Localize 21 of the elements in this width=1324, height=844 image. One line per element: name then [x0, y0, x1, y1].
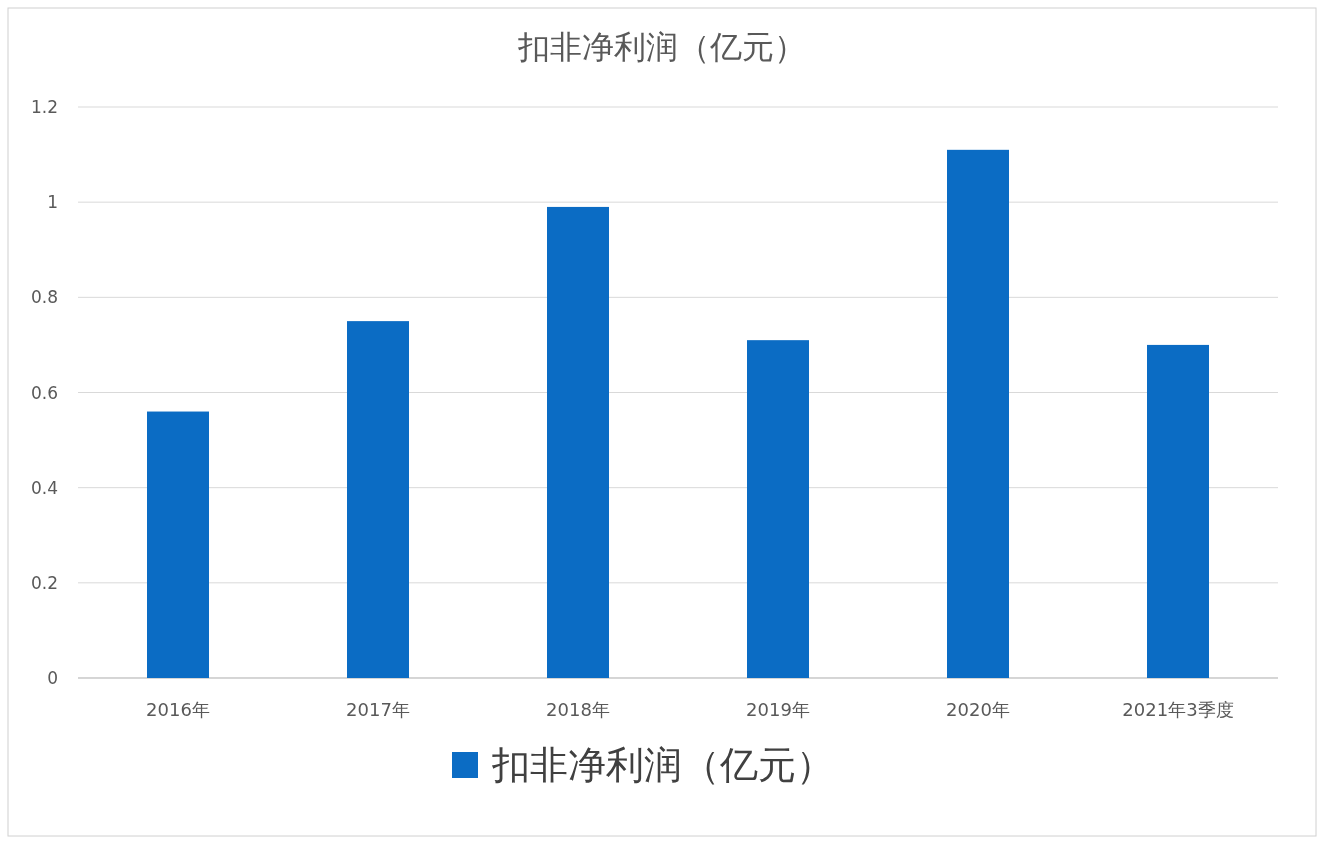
y-tick-label: 0.4	[30, 477, 58, 498]
x-tick-label: 2019年	[746, 699, 810, 720]
x-tick-label: 2016年	[146, 699, 210, 720]
bar	[747, 340, 809, 678]
bar	[547, 206, 609, 678]
y-tick-label: 0.6	[30, 382, 58, 403]
x-tick-label: 2021年3季度	[1122, 699, 1234, 720]
y-tick-label: 1	[47, 192, 58, 213]
y-tick-label: 0.8	[30, 287, 58, 308]
x-tick-label: 2020年	[946, 699, 1010, 720]
chart-title: 扣非净利润（亿元）	[517, 28, 806, 66]
y-tick-label: 0	[47, 668, 58, 688]
bar	[147, 411, 209, 678]
x-tick-label: 2018年	[546, 699, 610, 720]
legend-label: 扣非净利润（亿元）	[491, 743, 834, 787]
x-tick-label: 2017年	[346, 699, 410, 720]
bar	[947, 149, 1009, 678]
y-tick-label: 1.2	[30, 97, 58, 117]
bar	[347, 321, 409, 678]
y-tick-label: 0.2	[30, 572, 58, 593]
bar	[1147, 344, 1209, 678]
